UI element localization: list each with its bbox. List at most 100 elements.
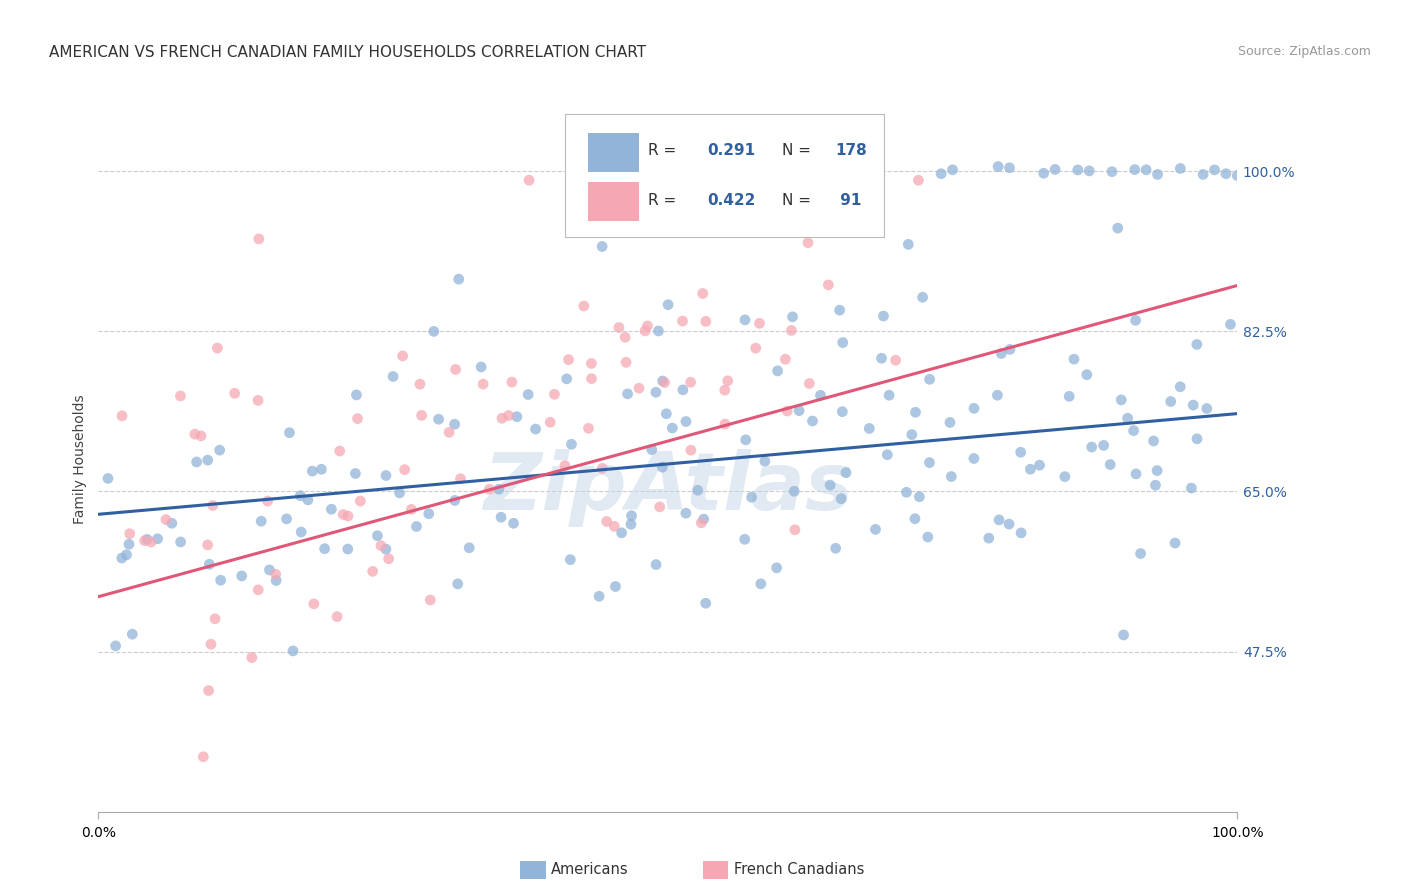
Point — [501, 375, 523, 389]
Point — [645, 558, 668, 572]
Point — [488, 482, 510, 496]
Point — [783, 523, 806, 537]
Text: Source: ZipAtlas.com: Source: ZipAtlas.com — [1237, 45, 1371, 58]
Point — [118, 526, 141, 541]
Point — [1123, 162, 1146, 177]
Point — [963, 451, 986, 466]
Point — [517, 173, 540, 187]
Point — [419, 593, 441, 607]
Point — [754, 454, 776, 468]
Point — [447, 577, 470, 591]
Text: ZipAtlas: ZipAtlas — [482, 449, 853, 526]
Point — [1170, 161, 1192, 176]
Point — [427, 412, 450, 426]
Point — [817, 277, 839, 292]
Point — [336, 542, 359, 557]
Point — [388, 486, 411, 500]
Point — [1142, 434, 1164, 448]
Point — [374, 542, 396, 557]
Point — [443, 417, 465, 432]
Point — [118, 537, 141, 551]
Point — [929, 167, 952, 181]
Point — [963, 401, 986, 416]
Point — [1053, 469, 1076, 483]
Point — [231, 569, 253, 583]
Point — [657, 298, 679, 312]
Point — [250, 514, 273, 528]
Point — [346, 411, 368, 425]
Point — [349, 494, 371, 508]
Point — [977, 531, 1000, 545]
Point — [614, 330, 637, 344]
Point — [1146, 464, 1168, 478]
Point — [186, 455, 208, 469]
Point — [97, 471, 120, 485]
Point — [672, 383, 695, 397]
Point — [259, 563, 281, 577]
Point — [240, 650, 263, 665]
Text: N =: N = — [782, 193, 815, 208]
Point — [734, 313, 756, 327]
Y-axis label: Family Households: Family Households — [73, 394, 87, 524]
Point — [695, 223, 717, 237]
Point — [1078, 164, 1101, 178]
Point — [1032, 166, 1054, 180]
Point — [918, 372, 941, 386]
Point — [641, 442, 664, 457]
Point — [538, 415, 561, 429]
Point — [1204, 162, 1226, 177]
Point — [686, 483, 709, 498]
Point — [1160, 394, 1182, 409]
Point — [783, 484, 806, 499]
Point — [450, 472, 472, 486]
Point — [197, 453, 219, 467]
Point — [896, 485, 918, 500]
Point — [581, 356, 603, 370]
Point — [799, 376, 821, 391]
Point — [572, 299, 595, 313]
Point — [276, 512, 298, 526]
Point — [679, 376, 702, 390]
Point — [115, 548, 138, 562]
Point — [1168, 380, 1191, 394]
Point — [346, 388, 368, 402]
Point — [1192, 168, 1215, 182]
Point — [1101, 164, 1123, 178]
Point — [377, 551, 399, 566]
Point — [714, 417, 737, 431]
Point — [1099, 458, 1122, 472]
Point — [901, 427, 924, 442]
Point — [557, 352, 579, 367]
Point — [810, 388, 832, 402]
Point — [443, 493, 465, 508]
Point — [204, 612, 226, 626]
Point — [741, 490, 763, 504]
Point — [865, 522, 887, 536]
Point — [134, 533, 156, 548]
Point — [998, 343, 1021, 357]
Point — [247, 232, 270, 246]
Point — [382, 369, 405, 384]
Point — [648, 500, 671, 514]
Point — [695, 596, 717, 610]
Point — [224, 386, 246, 401]
Point — [160, 516, 183, 531]
Text: 0.422: 0.422 — [707, 193, 756, 208]
Point — [207, 341, 229, 355]
Point — [620, 508, 643, 523]
Point — [647, 324, 669, 338]
Point — [321, 502, 343, 516]
Point — [478, 483, 501, 497]
Point — [870, 351, 893, 366]
Point — [998, 161, 1021, 175]
Point — [734, 433, 756, 447]
Point — [1092, 438, 1115, 452]
Point — [654, 376, 676, 390]
Point — [651, 374, 673, 388]
Point — [1164, 536, 1187, 550]
Point — [1219, 318, 1241, 332]
Point — [610, 525, 633, 540]
Point — [918, 456, 941, 470]
Point — [169, 389, 191, 403]
Point — [671, 314, 693, 328]
